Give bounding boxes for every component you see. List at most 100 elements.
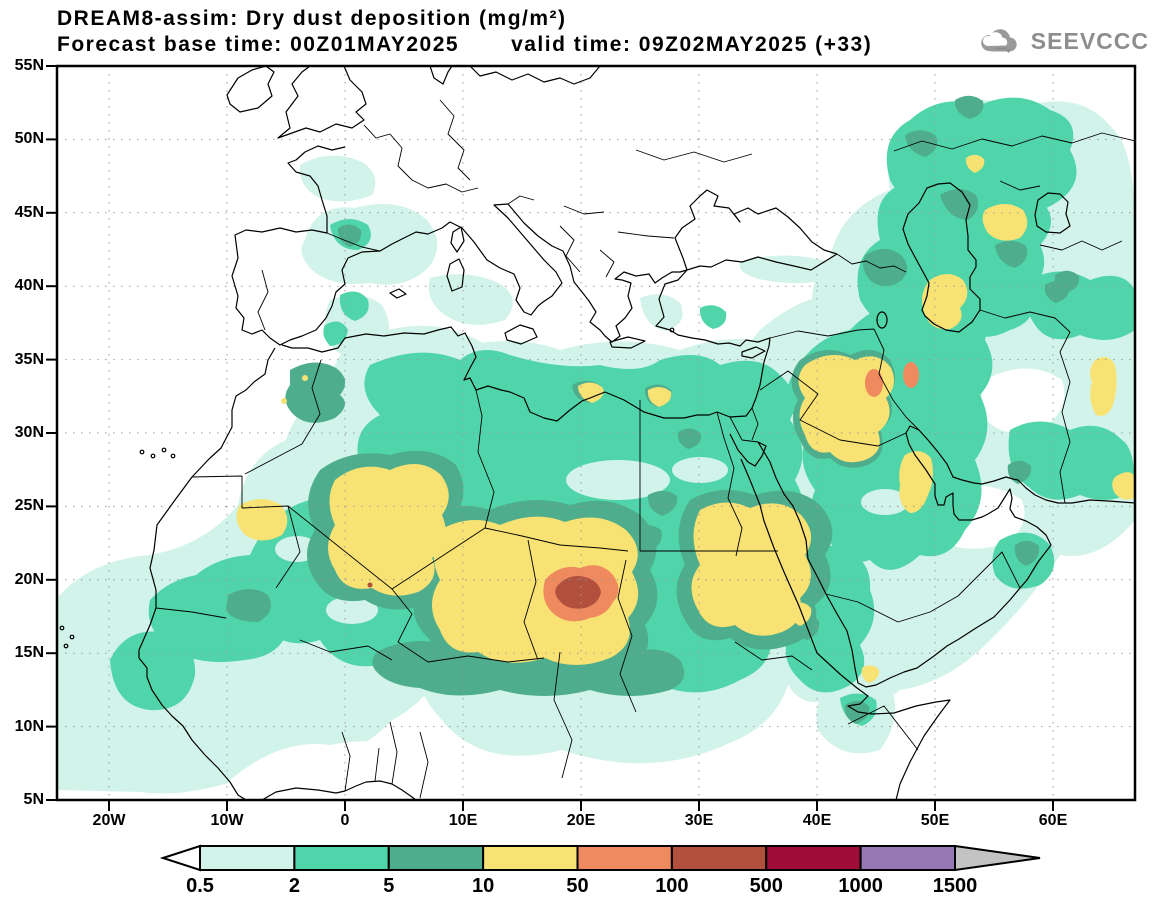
island-dot <box>69 634 75 640</box>
lat-label: 50N <box>14 130 44 148</box>
colorbar-segments <box>199 845 956 871</box>
colorbar-tick-label: 0.5 <box>186 875 214 897</box>
dust-region <box>677 428 702 449</box>
cloud-icon <box>981 29 1017 53</box>
lat-label: 55N <box>14 57 44 74</box>
dust-region <box>578 382 604 403</box>
dust-region <box>954 95 984 119</box>
dust-region <box>903 362 919 388</box>
lake-urmia <box>876 311 888 329</box>
dust-region <box>789 602 812 626</box>
dust-region <box>921 274 968 330</box>
colorbar-tick-label: 500 <box>749 875 783 897</box>
dust-speck <box>302 375 308 381</box>
subtitle: Forecast base time: 00Z01MAY2025 valid t… <box>57 32 872 58</box>
dust-cutout <box>687 190 810 258</box>
dust-cutout <box>981 368 1065 433</box>
dust-region <box>555 576 601 609</box>
dust-region <box>1054 270 1080 293</box>
dust-region <box>865 369 883 397</box>
dust-region <box>630 525 662 552</box>
dust-hole <box>861 489 909 515</box>
island-dot <box>59 625 65 631</box>
dust-region <box>432 516 639 665</box>
colorbar-segment <box>387 845 485 871</box>
lat-label: 5N <box>23 791 44 808</box>
colorbar-segment <box>293 845 390 871</box>
dust-hole <box>672 457 728 483</box>
dust-region <box>739 255 835 284</box>
lon-label: 10E <box>448 812 478 829</box>
lat-label: 45N <box>14 203 44 221</box>
island-dot <box>669 327 675 333</box>
dust-region <box>1025 271 1135 340</box>
dust-region <box>1007 460 1032 484</box>
island-dot <box>170 453 176 459</box>
seevccc-logo: SEEVCCC <box>975 24 1149 58</box>
dust-region <box>899 451 933 513</box>
colorbar <box>159 844 1041 872</box>
dust-cutout <box>230 741 444 800</box>
lat-label: 35N <box>14 350 44 368</box>
lon-label: 60E <box>1038 812 1068 829</box>
dust-pale-holes <box>275 457 909 624</box>
dust-region <box>844 700 870 724</box>
dust-region <box>861 665 880 683</box>
dust-region <box>428 274 513 325</box>
dust-region <box>965 154 985 173</box>
axis-ticks <box>46 65 1054 811</box>
dust-speck <box>367 582 373 588</box>
dust-region <box>905 130 938 157</box>
dust-region <box>1008 421 1135 500</box>
dust-region <box>647 490 678 516</box>
lon-label: 10W <box>210 812 244 829</box>
colorbar-segment <box>576 845 673 871</box>
dust-region <box>339 291 369 321</box>
lon-label: 20W <box>92 812 126 829</box>
dust-region <box>995 240 1028 268</box>
dust-hole <box>566 460 670 500</box>
dust-region <box>1014 540 1040 566</box>
colorbar-tick-label: 5 <box>383 875 395 897</box>
colorbar-segment <box>859 845 956 871</box>
colorbar-left-arrow <box>159 844 201 872</box>
colorbar-right-arrow <box>954 844 1041 872</box>
lon-label: 20E <box>566 812 596 829</box>
dust-hole <box>326 596 378 624</box>
dust-region <box>323 321 348 346</box>
colorbar-segment <box>765 845 862 871</box>
dust-region <box>1090 356 1117 416</box>
colorbar-segment <box>670 845 768 871</box>
colorbar-tick-label: 2 <box>288 875 300 897</box>
valid-time: valid time: 09Z02MAY2025 (+33) <box>511 33 873 56</box>
page-title: DREAM8-assim: Dry dust deposition (mg/m²… <box>57 7 567 30</box>
colorbar-segment <box>482 845 579 871</box>
dust-region <box>699 305 727 329</box>
dust-region <box>640 294 683 331</box>
island-dot <box>161 447 167 453</box>
coastlines <box>59 66 1135 800</box>
island-dot <box>63 643 69 649</box>
dust-region <box>328 464 449 596</box>
dust-region <box>226 589 271 622</box>
border-lines <box>155 99 1135 799</box>
lat-label: 10N <box>14 717 44 735</box>
colorbar-tick-label: 1500 <box>932 875 978 897</box>
lat-label: 15N <box>14 644 44 662</box>
dust-speck <box>281 398 287 404</box>
colorbar-tick-label: 100 <box>655 875 689 897</box>
dust-region <box>1112 472 1135 500</box>
dust-region <box>691 502 812 636</box>
forecast-base-time: Forecast base time: 00Z01MAY2025 <box>57 33 460 56</box>
colorbar-tick-label: 10 <box>472 875 495 897</box>
lat-label: 20N <box>14 570 44 588</box>
logo-text: SEEVCCC <box>1030 27 1149 54</box>
island-dot <box>150 453 156 459</box>
lon-label: 30E <box>684 812 714 829</box>
lon-label: 40E <box>802 812 832 829</box>
dust-region <box>110 631 196 711</box>
lon-label: 0 <box>340 812 350 829</box>
lat-label: 40N <box>14 277 44 295</box>
